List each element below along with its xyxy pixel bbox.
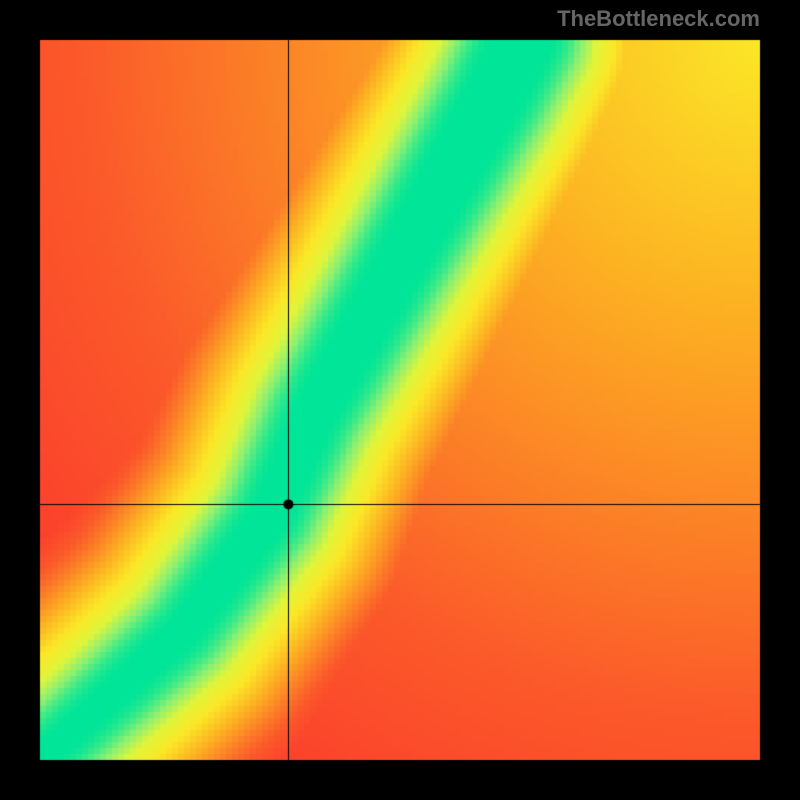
crosshair-overlay <box>0 0 800 800</box>
watermark-text: TheBottleneck.com <box>557 6 760 32</box>
chart-container: TheBottleneck.com <box>0 0 800 800</box>
